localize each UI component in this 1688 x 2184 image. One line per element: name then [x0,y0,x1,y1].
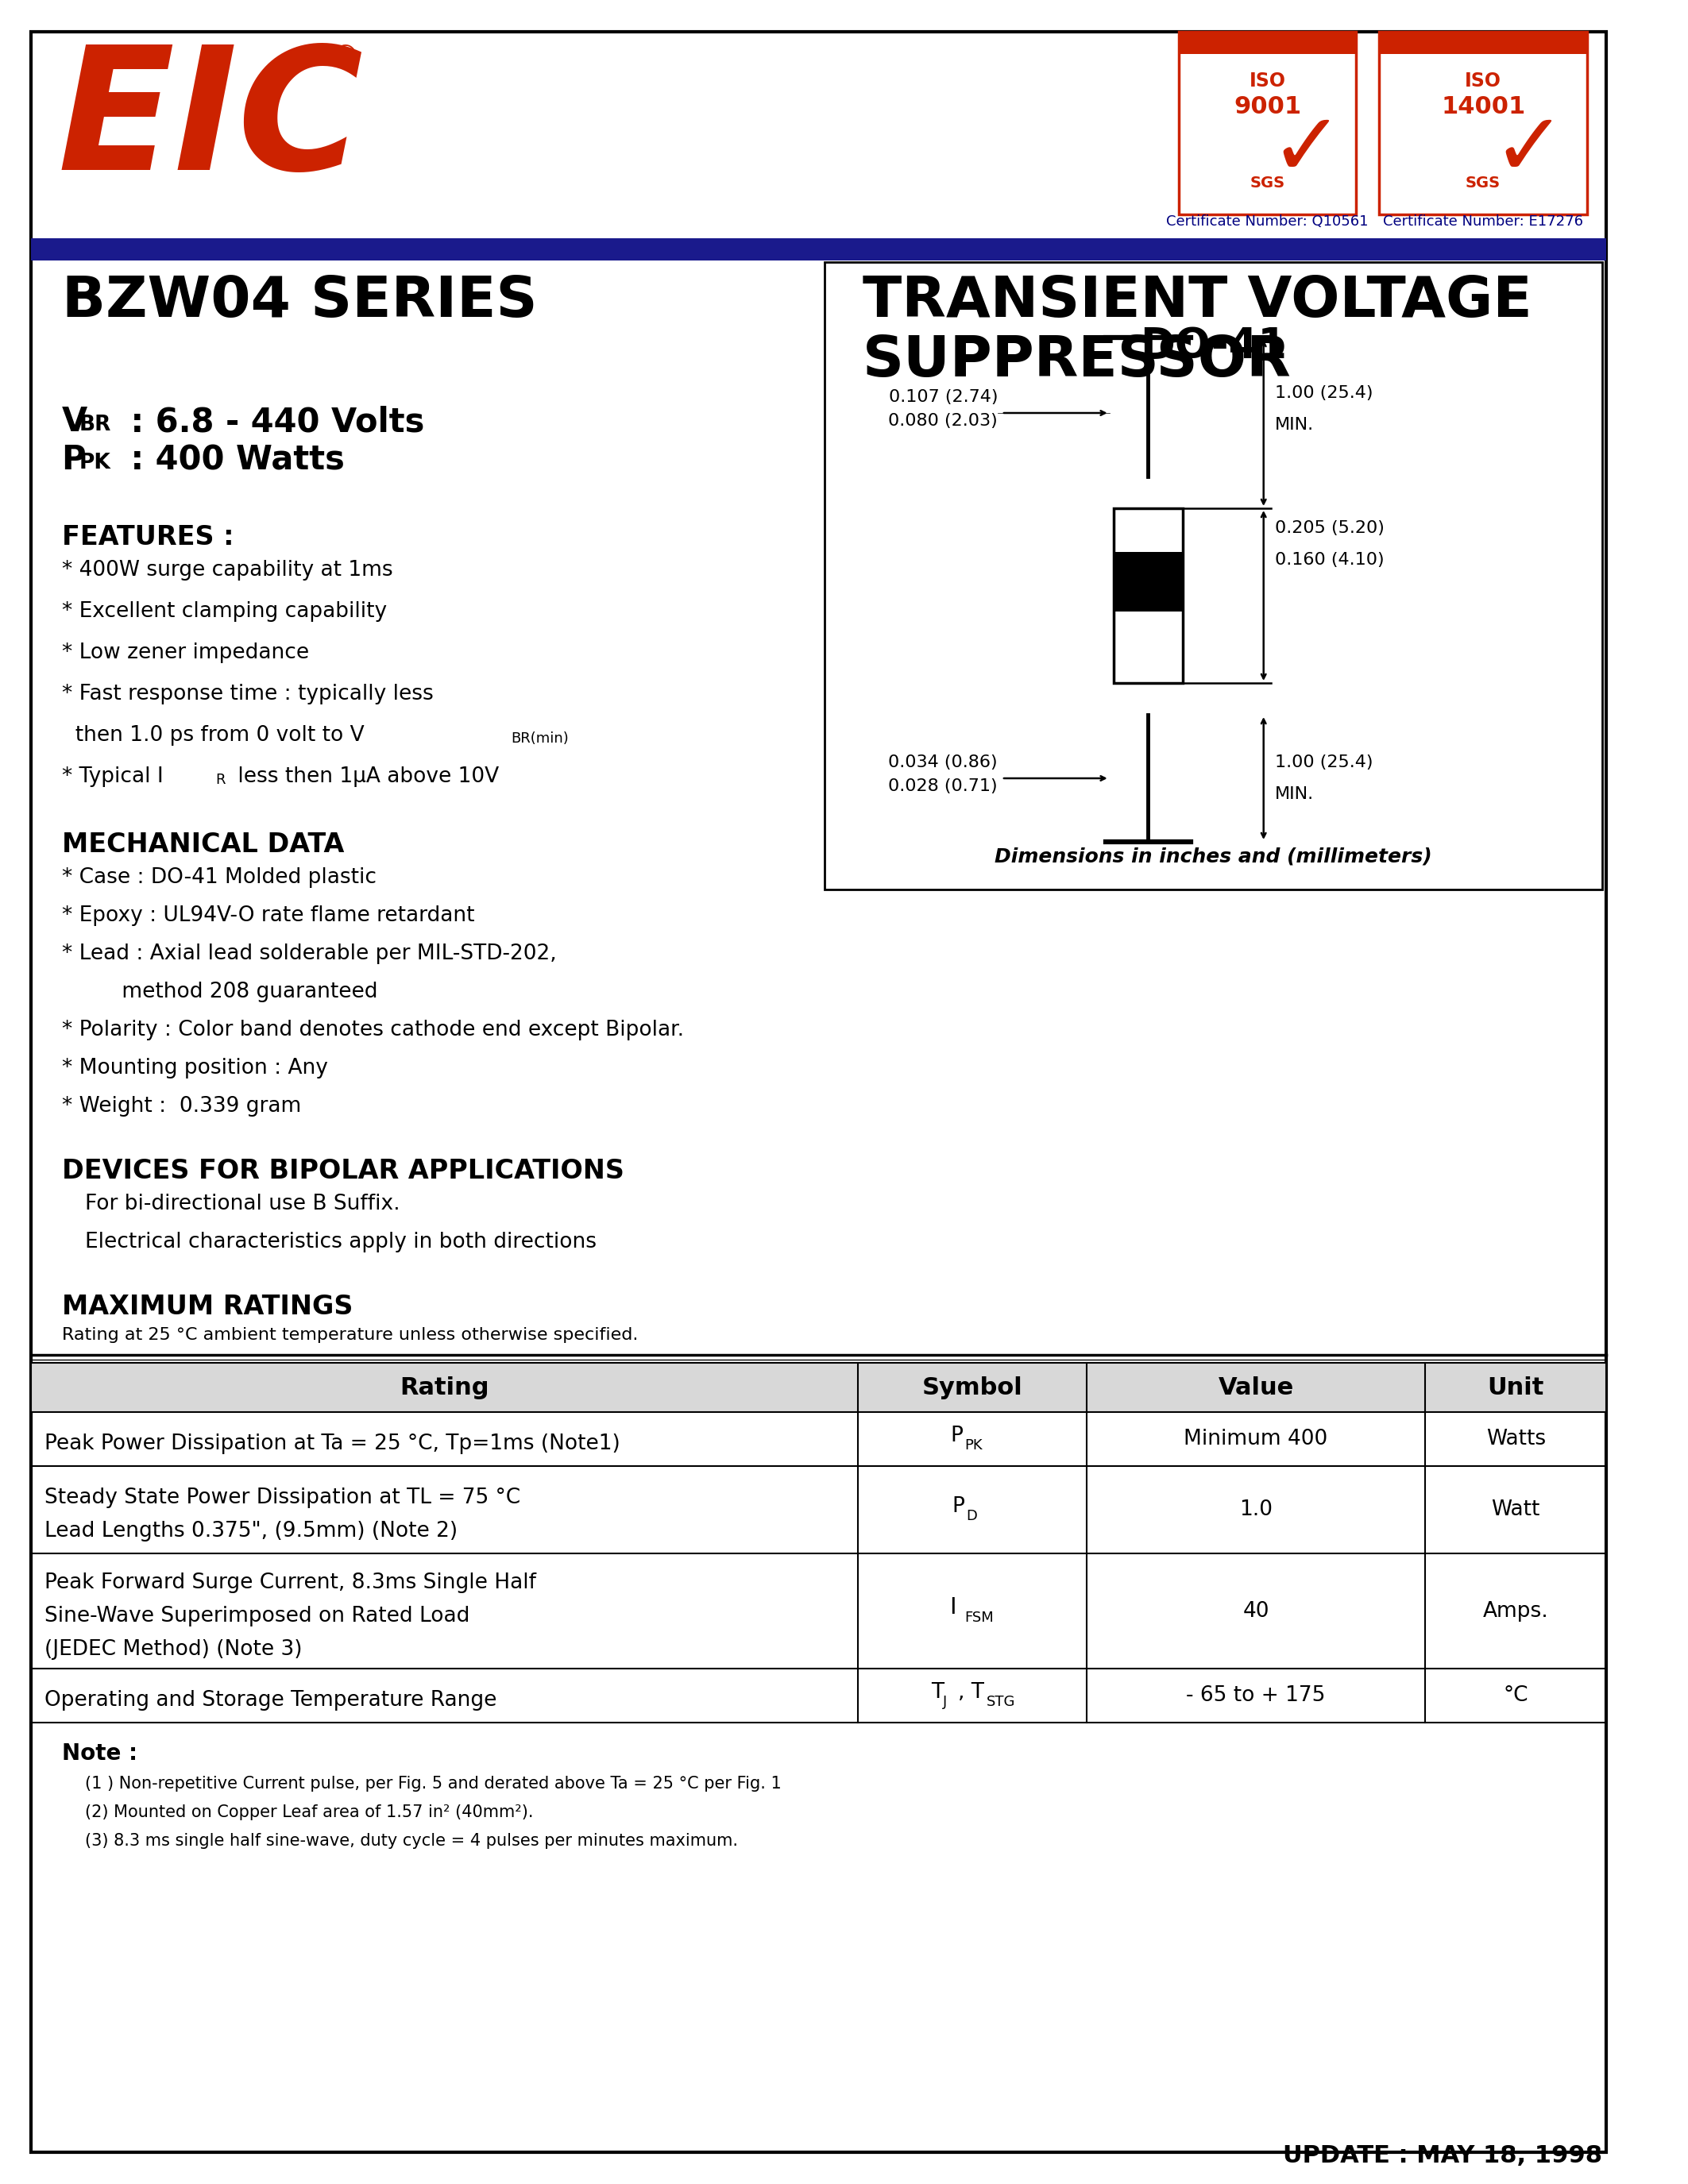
Text: Steady State Power Dissipation at TL = 75 °C: Steady State Power Dissipation at TL = 7… [44,1487,520,1509]
Text: * Epoxy : UL94V-O rate flame retardant: * Epoxy : UL94V-O rate flame retardant [62,906,474,926]
Bar [30,238,1607,260]
Text: D: D [966,1509,977,1522]
Text: 9001: 9001 [1234,96,1301,118]
Text: Unit: Unit [1487,1376,1545,1400]
Text: * Mounting position : Any: * Mounting position : Any [62,1057,327,1079]
Text: 0.107 (2.74): 0.107 (2.74) [888,389,998,404]
Text: 0.028 (0.71): 0.028 (0.71) [888,778,998,795]
Text: * Polarity : Color band denotes cathode end except Bipolar.: * Polarity : Color band denotes cathode … [62,1020,684,1040]
Text: then 1.0 ps from 0 volt to V: then 1.0 ps from 0 volt to V [62,725,365,745]
Text: ISO: ISO [1249,72,1286,90]
Text: TRANSIENT VOLTAGE: TRANSIENT VOLTAGE [863,273,1533,330]
Bar [1114,553,1183,612]
Text: 1.00 (25.4): 1.00 (25.4) [1274,753,1374,771]
Text: FEATURES :: FEATURES : [62,524,233,550]
Text: DO-41: DO-41 [1139,325,1286,367]
Text: 0.205 (5.20): 0.205 (5.20) [1274,520,1384,535]
Text: 14001: 14001 [1442,96,1526,118]
Bar [824,262,1602,889]
Text: 0.034 (0.86): 0.034 (0.86) [888,753,998,771]
Text: MAXIMUM RATINGS: MAXIMUM RATINGS [62,1293,353,1319]
Text: BZW04 SERIES: BZW04 SERIES [62,273,537,330]
Text: SGS: SGS [1249,175,1285,190]
Text: V: V [62,404,88,439]
Text: EIC: EIC [57,39,363,205]
Text: Sine-Wave Superimposed on Rated Load: Sine-Wave Superimposed on Rated Load [44,1605,469,1627]
Text: Value: Value [1219,1376,1293,1400]
Bar [1379,33,1587,55]
Text: Rating at 25 °C ambient temperature unless otherwise specified.: Rating at 25 °C ambient temperature unle… [62,1328,638,1343]
Bar [1114,509,1183,684]
Text: : 400 Watts: : 400 Watts [120,443,344,476]
Text: * Low zener impedance: * Low zener impedance [62,642,309,664]
Text: ✓: ✓ [1492,109,1566,194]
Text: ISO: ISO [1465,72,1501,90]
Text: * 400W surge capability at 1ms: * 400W surge capability at 1ms [62,559,393,581]
Text: FSM: FSM [964,1610,994,1625]
Text: * Fast response time : typically less: * Fast response time : typically less [62,684,434,705]
Text: BR: BR [79,415,111,435]
Text: Peak Forward Surge Current, 8.3ms Single Half: Peak Forward Surge Current, 8.3ms Single… [44,1572,537,1592]
Text: , T: , T [959,1682,984,1704]
Text: 40: 40 [1242,1601,1269,1621]
Text: P: P [952,1496,964,1518]
Text: * Case : DO-41 Molded plastic: * Case : DO-41 Molded plastic [62,867,376,889]
Text: 1.0: 1.0 [1239,1500,1273,1520]
Text: (3) 8.3 ms single half sine-wave, duty cycle = 4 pulses per minutes maximum.: (3) 8.3 ms single half sine-wave, duty c… [84,1832,738,1850]
Text: SUPPRESSOR: SUPPRESSOR [863,334,1291,389]
Text: Watts: Watts [1485,1428,1546,1450]
Text: Certificate Number: Q10561: Certificate Number: Q10561 [1166,214,1369,229]
Text: Certificate Number: E17276: Certificate Number: E17276 [1382,214,1583,229]
Text: (2) Mounted on Copper Leaf area of 1.57 in² (40mm²).: (2) Mounted on Copper Leaf area of 1.57 … [84,1804,533,1819]
Text: : 6.8 - 440 Volts: : 6.8 - 440 Volts [120,404,425,439]
Text: * Weight :  0.339 gram: * Weight : 0.339 gram [62,1096,300,1116]
Text: (JEDEC Method) (Note 3): (JEDEC Method) (Note 3) [44,1638,302,1660]
Text: J: J [944,1695,947,1710]
Bar [1178,33,1355,55]
Text: SGS: SGS [1465,175,1501,190]
Text: less then 1μA above 10V: less then 1μA above 10V [231,767,500,786]
Text: STG: STG [986,1695,1014,1710]
Text: * Typical I: * Typical I [62,767,164,786]
Text: UPDATE : MAY 18, 1998: UPDATE : MAY 18, 1998 [1283,2145,1602,2167]
Text: Minimum 400: Minimum 400 [1183,1428,1328,1450]
Text: Electrical characteristics apply in both directions: Electrical characteristics apply in both… [84,1232,596,1251]
Text: * Lead : Axial lead solderable per MIL-STD-202,: * Lead : Axial lead solderable per MIL-S… [62,943,557,963]
Text: 0.160 (4.10): 0.160 (4.10) [1274,553,1384,568]
Text: Dimensions in inches and (millimeters): Dimensions in inches and (millimeters) [994,847,1431,865]
Text: 0.080 (2.03): 0.080 (2.03) [888,413,998,428]
Text: P: P [62,443,86,476]
Text: Operating and Storage Temperature Range: Operating and Storage Temperature Range [44,1690,496,1710]
Text: Rating: Rating [400,1376,490,1400]
Bar [30,1363,1607,1413]
Text: (1 ) Non-repetitive Current pulse, per Fig. 5 and derated above Ta = 25 °C per F: (1 ) Non-repetitive Current pulse, per F… [84,1776,782,1791]
Text: MIN.: MIN. [1274,417,1315,432]
Text: °C: °C [1504,1686,1528,1706]
Bar [1178,33,1355,214]
Text: Lead Lengths 0.375", (9.5mm) (Note 2): Lead Lengths 0.375", (9.5mm) (Note 2) [44,1520,457,1542]
Bar [1379,33,1587,214]
Text: Watt: Watt [1492,1500,1539,1520]
Text: Peak Power Dissipation at Ta = 25 °C, Tp=1ms (Note1): Peak Power Dissipation at Ta = 25 °C, Tp… [44,1433,621,1455]
Text: I: I [950,1597,957,1618]
Text: P: P [950,1426,964,1446]
Text: R: R [216,773,226,786]
Text: DEVICES FOR BIPOLAR APPLICATIONS: DEVICES FOR BIPOLAR APPLICATIONS [62,1158,625,1184]
Text: 1.00 (25.4): 1.00 (25.4) [1274,384,1374,402]
Text: - 65 to + 175: - 65 to + 175 [1187,1686,1325,1706]
Text: ✓: ✓ [1269,109,1344,194]
Text: PK: PK [964,1439,982,1452]
Text: MIN.: MIN. [1274,786,1315,802]
Text: PK: PK [79,452,111,474]
Text: * Excellent clamping capability: * Excellent clamping capability [62,601,387,622]
Text: T: T [932,1682,944,1704]
Text: BR(min): BR(min) [511,732,569,745]
Text: Note :: Note : [62,1743,137,1765]
Text: method 208 guaranteed: method 208 guaranteed [62,981,378,1002]
Text: Symbol: Symbol [922,1376,1023,1400]
Text: MECHANICAL DATA: MECHANICAL DATA [62,832,344,858]
Text: For bi-directional use B Suffix.: For bi-directional use B Suffix. [84,1195,400,1214]
Text: Amps.: Amps. [1484,1601,1548,1621]
Text: ®: ® [331,44,360,70]
